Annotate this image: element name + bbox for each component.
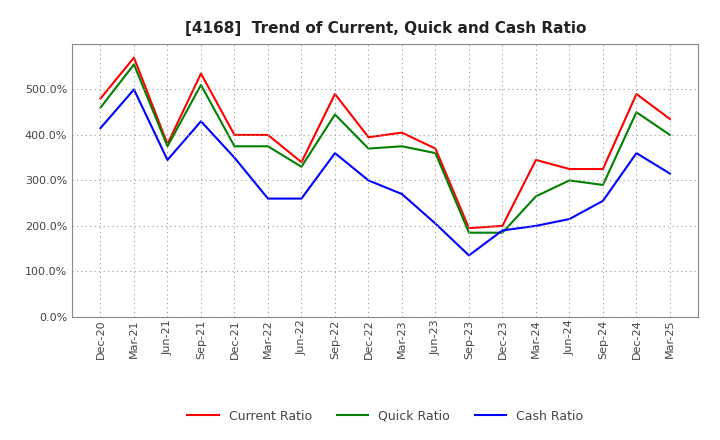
Cash Ratio [498, 228, 507, 233]
Quick Ratio [565, 178, 574, 183]
Quick Ratio [197, 82, 205, 88]
Current Ratio [598, 166, 607, 172]
Current Ratio [330, 92, 339, 97]
Cash Ratio [531, 223, 540, 228]
Cash Ratio [297, 196, 306, 201]
Quick Ratio [397, 143, 406, 149]
Line: Current Ratio: Current Ratio [101, 58, 670, 228]
Cash Ratio [431, 221, 440, 226]
Current Ratio [464, 225, 473, 231]
Quick Ratio [498, 230, 507, 235]
Cash Ratio [163, 157, 172, 162]
Quick Ratio [431, 150, 440, 156]
Current Ratio [197, 71, 205, 76]
Cash Ratio [364, 178, 373, 183]
Quick Ratio [632, 110, 641, 115]
Cash Ratio [464, 253, 473, 258]
Cash Ratio [197, 119, 205, 124]
Line: Quick Ratio: Quick Ratio [101, 64, 670, 233]
Current Ratio [163, 141, 172, 147]
Quick Ratio [230, 143, 239, 149]
Cash Ratio [96, 125, 105, 131]
Quick Ratio [330, 112, 339, 117]
Legend: Current Ratio, Quick Ratio, Cash Ratio: Current Ratio, Quick Ratio, Cash Ratio [182, 405, 588, 428]
Cash Ratio [264, 196, 272, 201]
Cash Ratio [665, 171, 674, 176]
Cash Ratio [565, 216, 574, 222]
Current Ratio [130, 55, 138, 60]
Quick Ratio [598, 182, 607, 187]
Cash Ratio [598, 198, 607, 203]
Current Ratio [96, 96, 105, 101]
Quick Ratio [163, 143, 172, 149]
Current Ratio [565, 166, 574, 172]
Line: Cash Ratio: Cash Ratio [101, 89, 670, 255]
Cash Ratio [632, 150, 641, 156]
Current Ratio [431, 146, 440, 151]
Quick Ratio [364, 146, 373, 151]
Title: [4168]  Trend of Current, Quick and Cash Ratio: [4168] Trend of Current, Quick and Cash … [184, 21, 586, 36]
Quick Ratio [531, 194, 540, 199]
Quick Ratio [464, 230, 473, 235]
Cash Ratio [130, 87, 138, 92]
Cash Ratio [330, 150, 339, 156]
Current Ratio [264, 132, 272, 138]
Quick Ratio [264, 143, 272, 149]
Quick Ratio [297, 164, 306, 169]
Cash Ratio [397, 191, 406, 197]
Quick Ratio [665, 132, 674, 138]
Cash Ratio [230, 155, 239, 160]
Quick Ratio [96, 105, 105, 110]
Current Ratio [397, 130, 406, 136]
Current Ratio [498, 223, 507, 228]
Current Ratio [364, 135, 373, 140]
Current Ratio [297, 160, 306, 165]
Current Ratio [230, 132, 239, 138]
Current Ratio [665, 116, 674, 121]
Current Ratio [531, 157, 540, 162]
Current Ratio [632, 92, 641, 97]
Quick Ratio [130, 62, 138, 67]
